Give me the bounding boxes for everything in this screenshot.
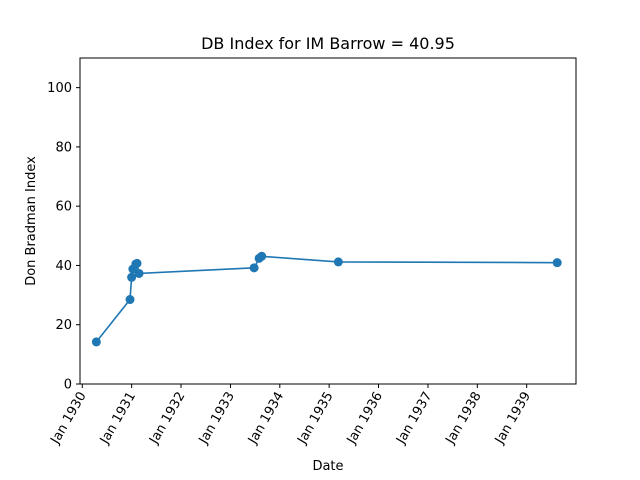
y-tick-label: 60 (55, 200, 72, 215)
y-tick-label: 0 (64, 378, 72, 393)
data-point (91, 337, 101, 347)
plot-frame (79, 57, 577, 385)
y-axis-label: Don Bradman Index (24, 156, 39, 286)
y-tick-label: 80 (55, 140, 72, 155)
data-point (249, 263, 259, 273)
x-axis-label: Date (312, 459, 343, 474)
data-point (132, 258, 142, 268)
data-point (127, 272, 137, 282)
y-tick-label: 40 (55, 259, 72, 274)
data-point (125, 295, 135, 305)
data-point (333, 257, 343, 267)
data-point (134, 268, 144, 278)
y-tick-label: 20 (55, 318, 72, 333)
data-point (257, 251, 267, 261)
chart-title: DB Index for IM Barrow = 40.95 (201, 34, 455, 53)
data-point (552, 258, 562, 268)
y-tick-label: 100 (47, 81, 72, 96)
